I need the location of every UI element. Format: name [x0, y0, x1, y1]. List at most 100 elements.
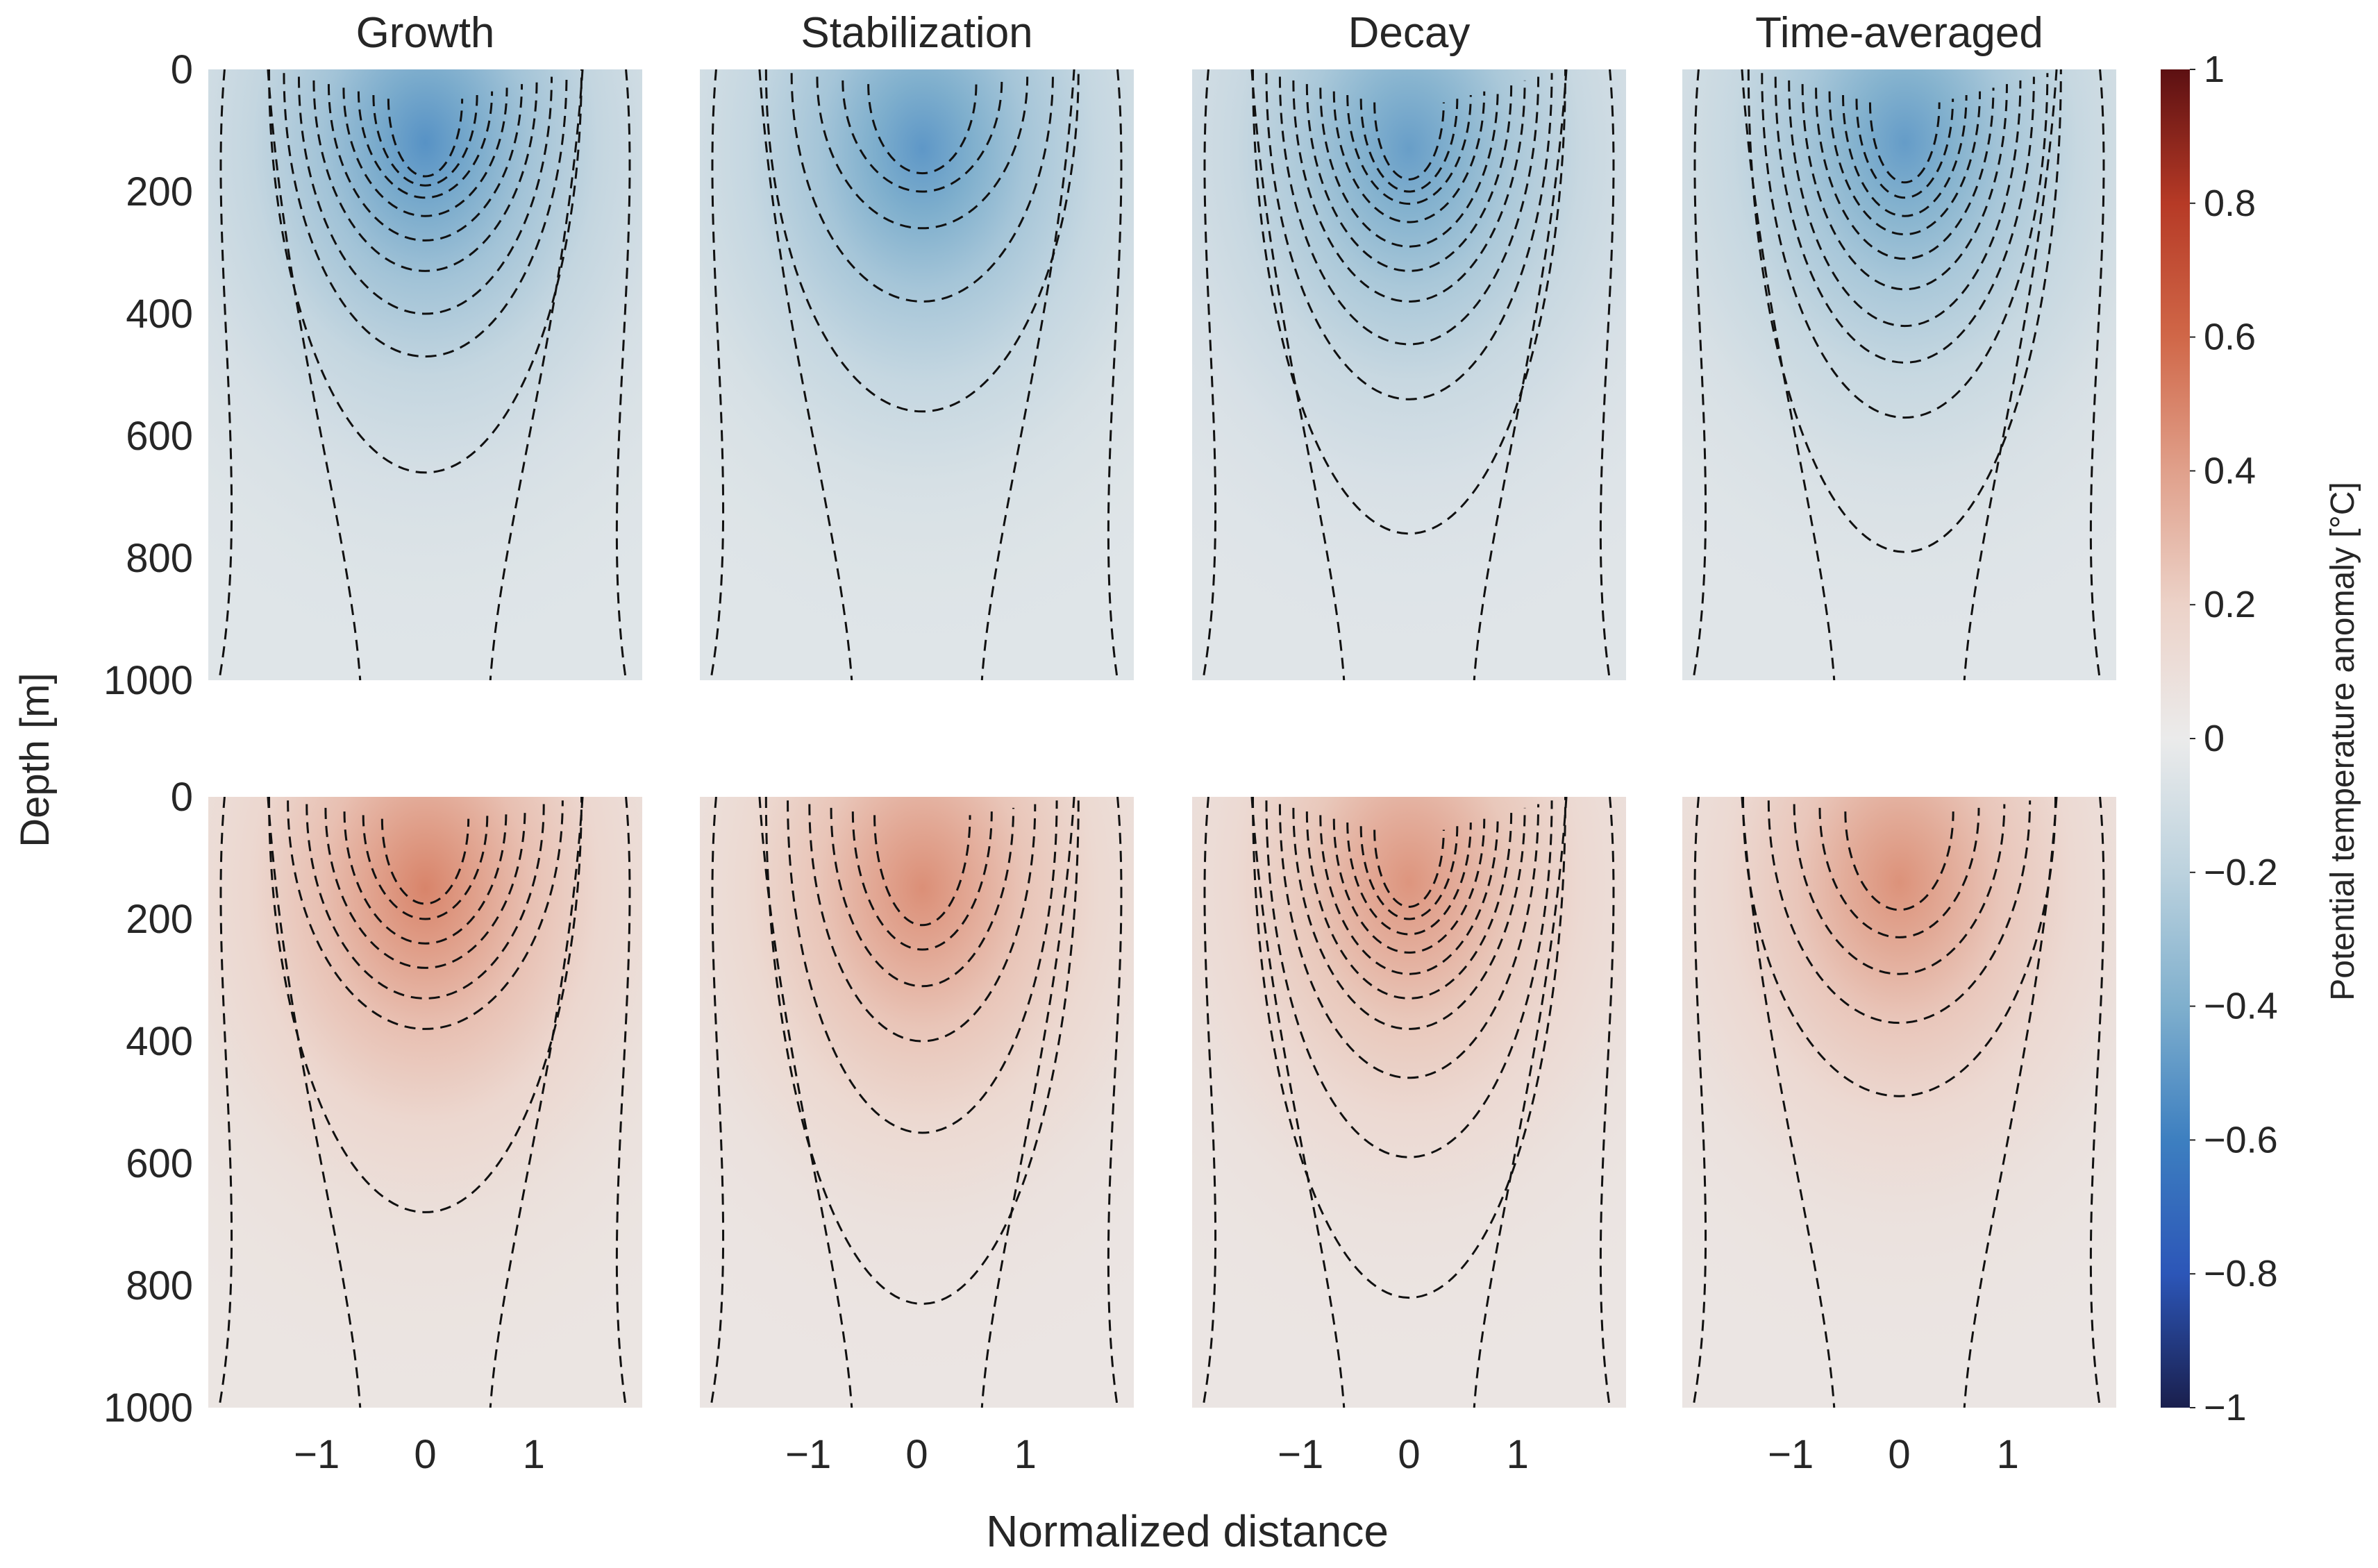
- contour-line: [387, 99, 464, 178]
- contour-line: [1319, 815, 1499, 975]
- funnel-contour: [1741, 69, 2058, 680]
- anomaly-field: [1682, 797, 2116, 1408]
- y-tick-label: 200: [126, 897, 193, 942]
- contour-set: [1692, 69, 2105, 680]
- contour-set: [218, 69, 631, 680]
- contour-line: [1747, 69, 2062, 553]
- funnel-contour: [267, 69, 584, 680]
- contour-line: [1855, 99, 1954, 199]
- edge-contour: [710, 797, 725, 1408]
- y-tick-label: 400: [126, 292, 193, 337]
- contour-line: [380, 818, 470, 905]
- edge-contour: [1692, 797, 1707, 1408]
- colorbar-tick-label: −0.4: [2204, 986, 2278, 1027]
- contour-line: [1767, 800, 2032, 1025]
- colorbar: 1 0.8 0.6 0.4 0.2 0 −0.2 −0.4 −0.6 −0.8 −1: [2161, 49, 2278, 1428]
- contour-line: [283, 73, 568, 358]
- contour-set: [1202, 69, 1615, 680]
- y-tick-label: 0: [171, 47, 193, 92]
- panel-cold-4: [1682, 69, 2116, 680]
- panel-title: Time-averaged: [1755, 9, 2043, 57]
- contour-line: [357, 91, 494, 199]
- contour-line: [1842, 94, 1968, 217]
- edge-contour: [1599, 797, 1615, 1408]
- contour-line: [1319, 87, 1499, 248]
- contour-line: [362, 815, 489, 920]
- y-tick-label: 600: [126, 1141, 193, 1186]
- colorbar-tick-label: 0.8: [2204, 183, 2256, 224]
- funnel-contour: [267, 797, 584, 1408]
- y-tick-label: 1000: [103, 658, 193, 703]
- contour-set: [218, 797, 631, 1408]
- contour-line: [1252, 797, 1566, 1299]
- contour-line: [1305, 811, 1513, 1000]
- x-tick-label: 0: [414, 1432, 436, 1477]
- contour-line: [1332, 818, 1486, 954]
- contour-line: [851, 811, 993, 951]
- panel-title: Stabilization: [801, 9, 1032, 57]
- contour-line: [312, 80, 538, 272]
- panel-warm-3: [1192, 797, 1626, 1408]
- colorbar-tick-label: 0.4: [2204, 450, 2256, 491]
- x-tick-label: 0: [1888, 1432, 1910, 1477]
- anomaly-field: [700, 69, 1134, 680]
- funnel-contour: [758, 797, 1075, 1408]
- x-axes: −1 0 1 −1 0 1 −1 0 1 −1 0 1: [294, 1432, 2019, 1477]
- edge-contour: [1107, 69, 1123, 680]
- contour-line: [372, 94, 478, 187]
- colorbar-label: Potential temperature anomaly [°C]: [2325, 482, 2361, 1001]
- contour-line: [1788, 80, 2022, 328]
- contour-line: [790, 73, 1054, 303]
- x-tick-label: 0: [905, 1432, 928, 1477]
- contour-line: [1292, 807, 1526, 1030]
- y-axis-label: Depth [m]: [12, 673, 58, 847]
- funnel-contour: [1250, 797, 1568, 1408]
- x-tick-label: 0: [1398, 1432, 1420, 1477]
- contour-line: [1332, 91, 1486, 224]
- y-tick-label: 0: [171, 775, 193, 820]
- x-tick-label: 1: [1014, 1432, 1037, 1477]
- panel-titles: Growth Stabilization Decay Time-averaged: [356, 9, 2043, 57]
- edge-contour: [1599, 69, 1615, 680]
- contour-line: [830, 807, 1015, 988]
- contour-set: [710, 69, 1123, 680]
- panel-title: Growth: [356, 9, 495, 57]
- contour-line: [1801, 84, 2008, 291]
- contour-line: [787, 800, 1058, 1134]
- colorbar-tick-label: 1: [2204, 49, 2225, 90]
- edge-contour: [218, 69, 233, 680]
- panel-warm-1: [208, 797, 642, 1408]
- y-tick-label: 400: [126, 1019, 193, 1064]
- y-tick-label: 200: [126, 169, 193, 214]
- contour-line: [816, 76, 1029, 230]
- contour-set: [710, 797, 1123, 1408]
- contour-line: [268, 69, 583, 474]
- contour-line: [1292, 80, 1526, 303]
- edge-contour: [1202, 69, 1217, 680]
- contour-line: [268, 797, 583, 1213]
- edge-contour: [710, 69, 725, 680]
- edge-contour: [218, 797, 233, 1408]
- contour-line: [764, 69, 1080, 413]
- contour-line: [1761, 73, 2049, 419]
- contour-line: [1305, 84, 1513, 272]
- x-tick-label: −1: [1768, 1432, 1814, 1477]
- anomaly-field: [208, 69, 642, 680]
- contour-line: [764, 797, 1080, 1305]
- x-tick-label: −1: [1278, 1432, 1323, 1477]
- anomaly-field: [700, 797, 1134, 1408]
- colorbar-tick-label: 0.2: [2204, 584, 2256, 625]
- funnel-contour: [1741, 797, 2058, 1408]
- contour-line: [1373, 829, 1445, 908]
- contour-line: [1793, 804, 2006, 975]
- x-tick-label: −1: [294, 1432, 340, 1477]
- colorbar-tick-label: 0.6: [2204, 317, 2256, 358]
- colorbar-scale: [2161, 69, 2190, 1408]
- contour-line: [1346, 94, 1472, 205]
- y-tick-label: 600: [126, 414, 193, 459]
- contour-line: [324, 807, 526, 969]
- contour-line: [1359, 99, 1459, 193]
- panel-warm-2: [700, 797, 1134, 1408]
- contour-line: [1265, 73, 1553, 401]
